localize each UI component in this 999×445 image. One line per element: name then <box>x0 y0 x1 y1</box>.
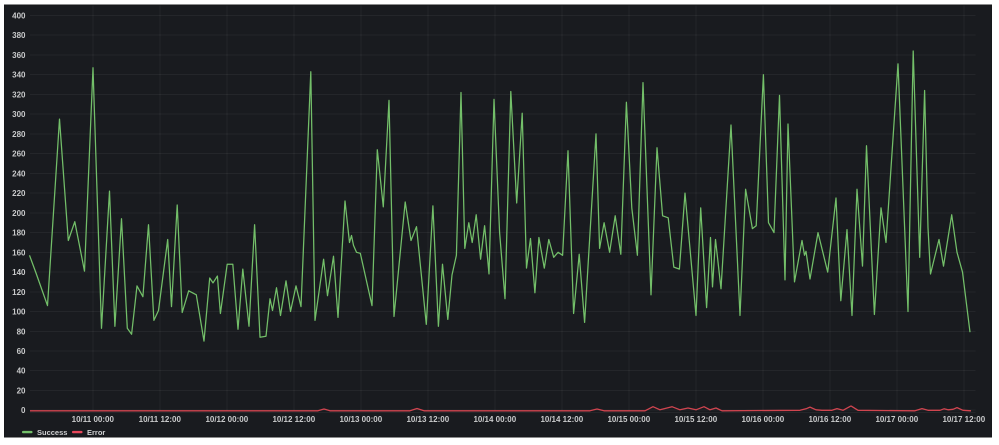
svg-text:10/16 00:00: 10/16 00:00 <box>741 415 784 424</box>
svg-text:10/13 00:00: 10/13 00:00 <box>339 415 382 424</box>
svg-text:10/15 00:00: 10/15 00:00 <box>607 415 650 424</box>
svg-text:10/16 12:00: 10/16 12:00 <box>808 415 851 424</box>
svg-text:240: 240 <box>12 169 26 178</box>
svg-text:10/12 00:00: 10/12 00:00 <box>205 415 248 424</box>
svg-text:140: 140 <box>12 268 26 277</box>
svg-text:400: 400 <box>12 12 26 21</box>
svg-text:160: 160 <box>12 248 26 257</box>
svg-text:10/14 00:00: 10/14 00:00 <box>473 415 516 424</box>
svg-text:10/17 12:00: 10/17 12:00 <box>942 415 985 424</box>
svg-text:10/14 12:00: 10/14 12:00 <box>540 415 583 424</box>
svg-text:20: 20 <box>17 387 26 396</box>
svg-text:10/12 12:00: 10/12 12:00 <box>272 415 315 424</box>
svg-text:180: 180 <box>12 229 26 238</box>
svg-text:300: 300 <box>12 110 26 119</box>
svg-text:280: 280 <box>12 130 26 139</box>
svg-text:10/15 12:00: 10/15 12:00 <box>674 415 717 424</box>
svg-text:10/13 12:00: 10/13 12:00 <box>406 415 449 424</box>
svg-text:Success: Success <box>37 428 67 437</box>
svg-text:200: 200 <box>12 209 26 218</box>
svg-text:10/11 00:00: 10/11 00:00 <box>72 415 115 424</box>
svg-text:320: 320 <box>12 90 26 99</box>
svg-text:340: 340 <box>12 71 26 80</box>
svg-text:260: 260 <box>12 150 26 159</box>
svg-text:Error: Error <box>87 428 105 437</box>
svg-text:60: 60 <box>17 347 26 356</box>
svg-text:120: 120 <box>12 288 26 297</box>
svg-text:10/17 00:00: 10/17 00:00 <box>875 415 918 424</box>
svg-text:40: 40 <box>17 367 26 376</box>
svg-text:10/11 12:00: 10/11 12:00 <box>139 415 182 424</box>
svg-text:220: 220 <box>12 189 26 198</box>
svg-text:80: 80 <box>17 327 26 336</box>
svg-text:360: 360 <box>12 51 26 60</box>
svg-text:100: 100 <box>12 308 26 317</box>
svg-text:380: 380 <box>12 31 26 40</box>
svg-text:0: 0 <box>21 406 26 415</box>
